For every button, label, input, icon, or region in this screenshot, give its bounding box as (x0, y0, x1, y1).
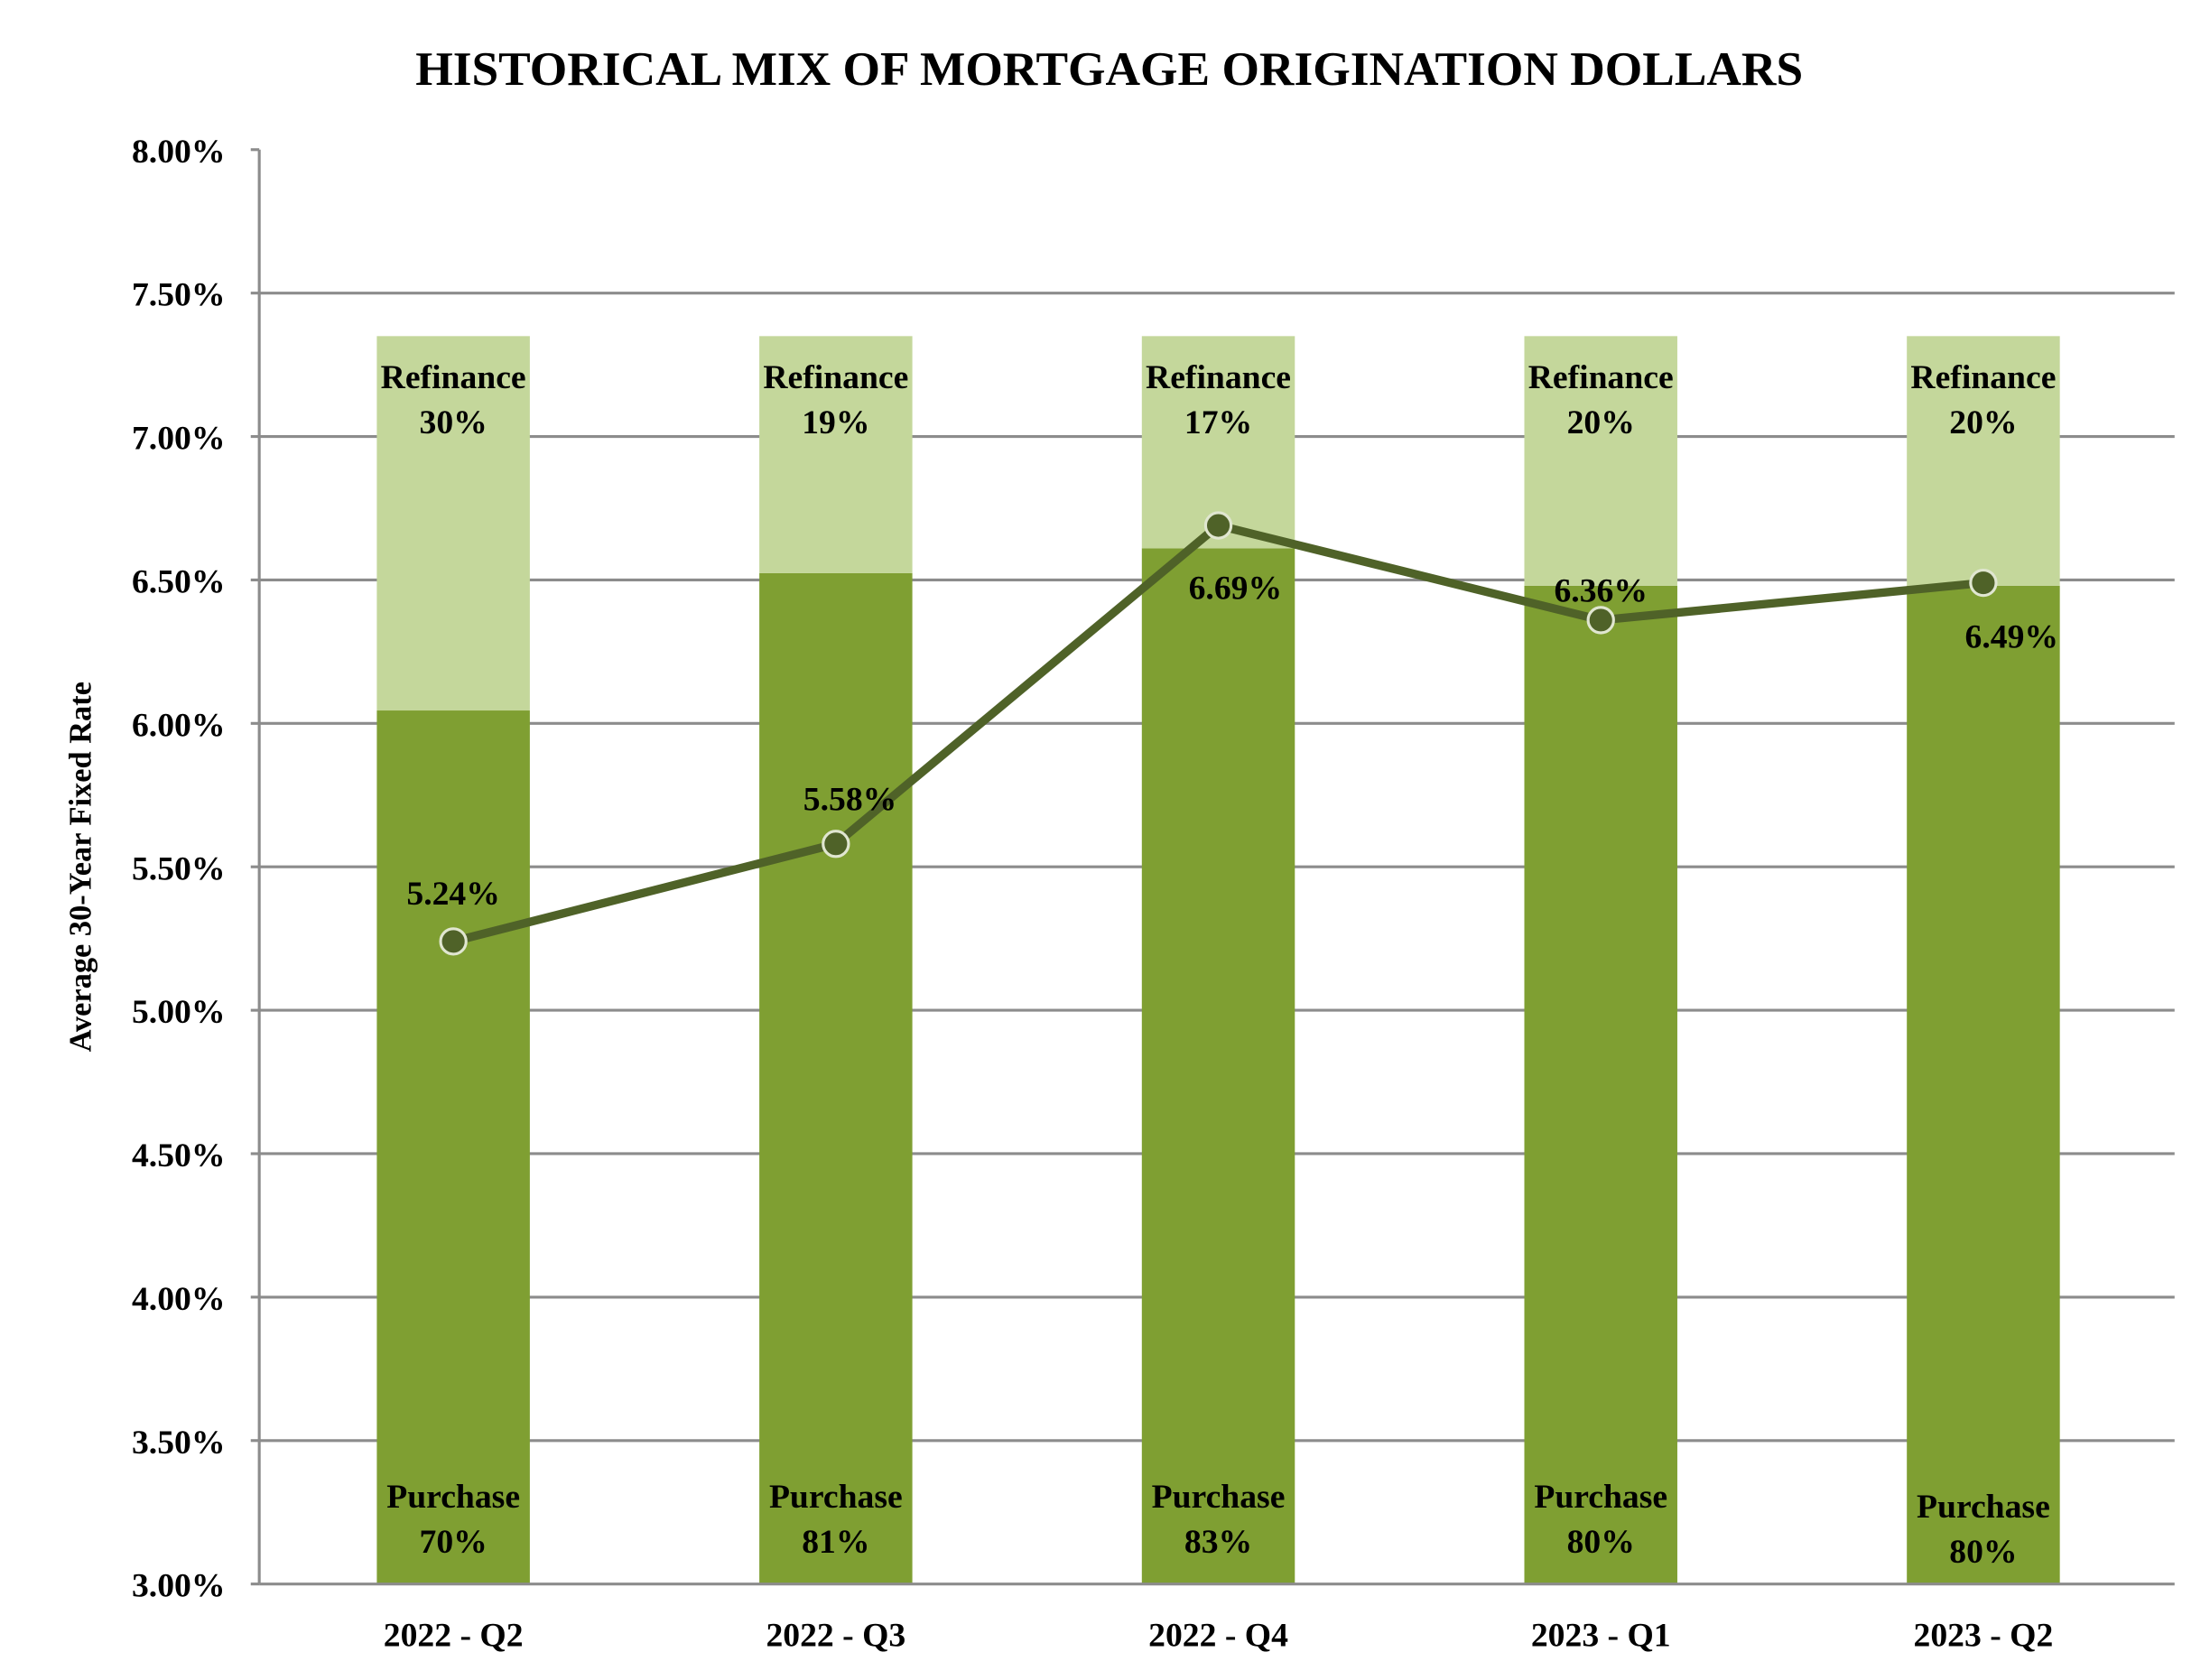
refinance-value: 17% (1184, 404, 1252, 441)
refinance-label: Refinance (1528, 359, 1674, 396)
rate-point (822, 830, 850, 859)
y-tick-label: 6.50% (132, 564, 226, 601)
y-tick-label: 4.00% (132, 1281, 226, 1318)
purchase-label: Purchase (386, 1479, 520, 1516)
y-tick-label: 4.50% (132, 1137, 226, 1174)
refinance-label: Refinance (1146, 359, 1291, 396)
refinance-label: Refinance (381, 359, 526, 396)
bar-refinance (1524, 336, 1677, 586)
bar-purchase (1524, 585, 1677, 1584)
purchase-value: 70% (420, 1524, 488, 1561)
purchase-value: 80% (1567, 1524, 1635, 1561)
refinance-value: 20% (1567, 404, 1635, 441)
bar-purchase (1907, 585, 2060, 1584)
y-tick-label: 8.00% (132, 134, 226, 171)
purchase-value: 81% (802, 1524, 869, 1561)
rate-point (1586, 606, 1615, 635)
y-tick-label: 5.00% (132, 994, 226, 1031)
rate-label: 6.49% (1965, 619, 2059, 656)
rate-point (439, 927, 468, 956)
y-tick-label: 6.00% (132, 707, 226, 744)
refinance-value: 19% (802, 404, 869, 441)
x-tick-label: 2023 - Q2 (1914, 1618, 2054, 1655)
x-tick-label: 2022 - Q3 (766, 1618, 905, 1655)
purchase-value: 83% (1184, 1524, 1252, 1561)
rate-point (1969, 568, 1998, 598)
bar-purchase (376, 710, 530, 1584)
bar-purchase (1141, 548, 1295, 1584)
y-tick-label: 5.50% (132, 850, 226, 887)
x-tick-label: 2022 - Q4 (1148, 1618, 1288, 1655)
y-tick-label: 3.50% (132, 1425, 226, 1462)
purchase-label: Purchase (1534, 1479, 1667, 1516)
x-tick-label: 2023 - Q1 (1531, 1618, 1671, 1655)
y-tick-label: 7.50% (132, 277, 226, 314)
x-tick-label: 2022 - Q2 (384, 1618, 524, 1655)
rate-point (1203, 511, 1233, 540)
purchase-label: Purchase (1917, 1489, 2050, 1526)
refinance-label: Refinance (1910, 359, 2056, 396)
purchase-label: Purchase (1152, 1479, 1286, 1516)
bar-purchase (759, 572, 913, 1584)
rate-label: 6.69% (1189, 570, 1283, 607)
bar-refinance (759, 336, 913, 573)
purchase-label: Purchase (769, 1479, 903, 1516)
bar-refinance (376, 336, 530, 711)
y-tick-label: 3.00% (132, 1568, 226, 1605)
y-axis-label: Average 30-Year Fixed Rate (63, 682, 98, 1052)
y-tick-label: 7.00% (132, 421, 226, 458)
purchase-value: 80% (1949, 1534, 2017, 1571)
bar-refinance (1907, 336, 2060, 586)
refinance-value: 30% (420, 404, 488, 441)
rate-label: 5.58% (803, 781, 897, 818)
rate-label: 6.36% (1554, 573, 1648, 610)
chart-title: HISTORICAL MIX OF MORTGAGE ORIGINATION D… (415, 42, 1803, 96)
rate-label: 5.24% (406, 876, 500, 913)
refinance-label: Refinance (763, 359, 908, 396)
refinance-value: 20% (1949, 404, 2017, 441)
